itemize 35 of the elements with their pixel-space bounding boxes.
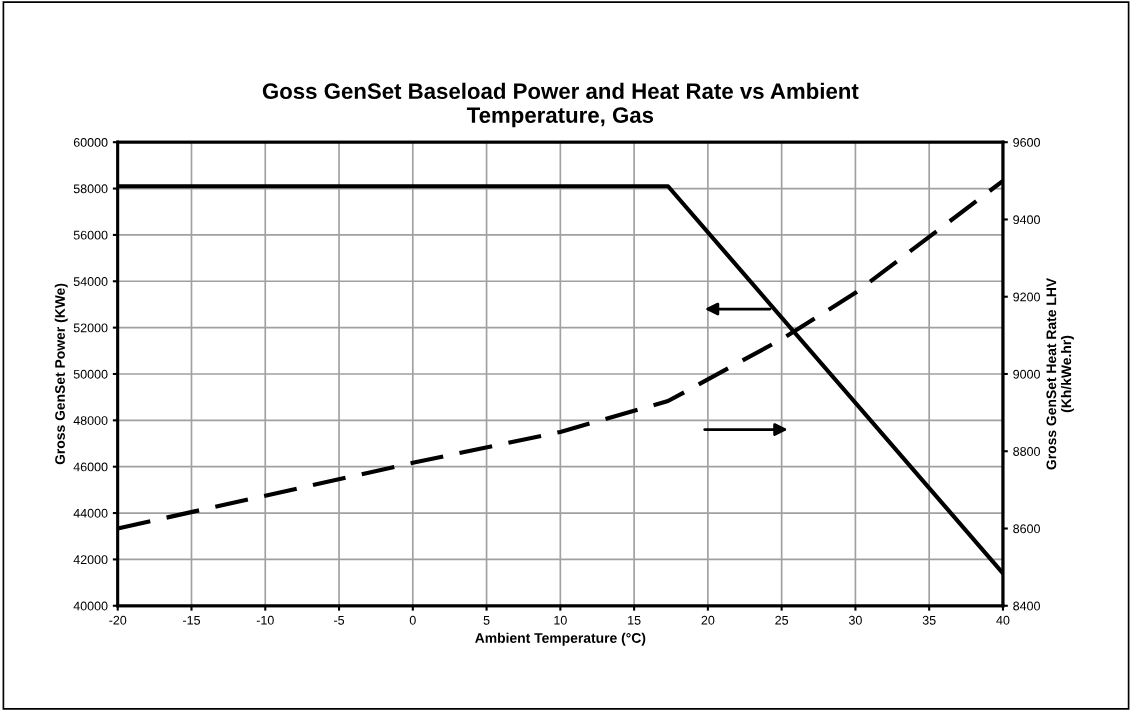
x-tick-label: -10 — [256, 615, 274, 625]
y2-tick-label: 9200 — [1013, 292, 1040, 302]
y-tick-label: 50000 — [73, 369, 108, 379]
y-tick-label: 48000 — [73, 416, 108, 425]
y-tick-label: 58000 — [73, 184, 108, 194]
y2-tick-label: 8400 — [1013, 601, 1040, 611]
y-tick-label: 60000 — [73, 138, 108, 147]
y-tick-label: 46000 — [73, 462, 108, 472]
y2-tick-label: 9000 — [1013, 369, 1040, 379]
x-tick-label: 30 — [848, 615, 862, 625]
x-tick-label: 40 — [996, 615, 1010, 625]
y2-tick-label: 9400 — [1013, 215, 1040, 225]
x-tick-label: 0 — [409, 615, 416, 625]
x-tick-label: 20 — [701, 615, 715, 625]
x-tick-label: 35 — [922, 615, 936, 625]
y-tick-label: 52000 — [73, 323, 108, 333]
x-tick-label: 10 — [554, 615, 567, 625]
y-tick-label: 54000 — [73, 277, 108, 286]
y2-tick-label: 8600 — [1013, 524, 1040, 534]
x-tick-label: -20 — [109, 615, 127, 625]
x-tick-label: 5 — [483, 615, 490, 625]
y-tick-label: 44000 — [73, 508, 108, 518]
chart-title: Goss GenSet Baseload Power and Heat Rate vs Ambient Temperature, Gas — [262, 82, 859, 128]
y2-axis-title: Gross GenSet Heat Rate LHV (Kh/kWe.hr) — [1046, 277, 1074, 470]
y-tick-label: 40000 — [73, 601, 108, 611]
x-tick-label: 25 — [775, 615, 789, 625]
x-axis-title: Ambient Temperature (°C) — [475, 632, 646, 646]
y2-tick-label: 9600 — [1013, 138, 1040, 147]
x-tick-label: -15 — [183, 615, 201, 625]
x-tick-label: 15 — [628, 615, 641, 625]
y2-tick-label: 8800 — [1013, 447, 1040, 456]
y-axis-title: Gross GenSet Power (KWe) — [54, 283, 68, 465]
x-tick-label: -5 — [334, 615, 345, 625]
y-tick-label: 42000 — [73, 555, 108, 565]
y-tick-label: 56000 — [73, 230, 108, 240]
